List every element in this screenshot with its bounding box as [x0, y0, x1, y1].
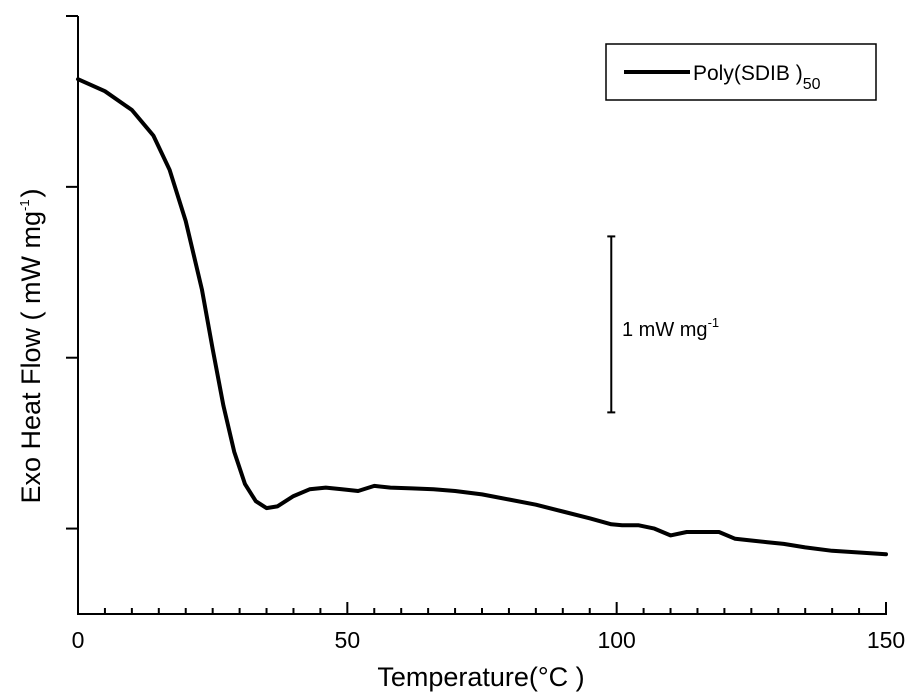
x-ticks: 0 50 100 150 [72, 602, 905, 653]
x-tick-label: 0 [72, 627, 85, 653]
legend-label: Poly(SDIB )50 [693, 62, 821, 93]
scale-bar: 1 mW mg-1 [607, 235, 719, 414]
y-ticks [66, 15, 78, 530]
scale-bar-label: 1 mW mg-1 [622, 315, 719, 341]
axes: 0 50 100 150 [66, 15, 905, 653]
x-axis-title: Temperature(°C ) [377, 662, 584, 692]
x-tick-label: 150 [867, 627, 905, 653]
x-tick-label: 100 [597, 627, 635, 653]
legend: Poly(SDIB )50 [605, 43, 877, 101]
x-tick-label: 50 [335, 627, 361, 653]
series-line [76, 77, 888, 557]
y-axis-title: Exo Heat Flow ( mW mg-1) [16, 188, 46, 503]
